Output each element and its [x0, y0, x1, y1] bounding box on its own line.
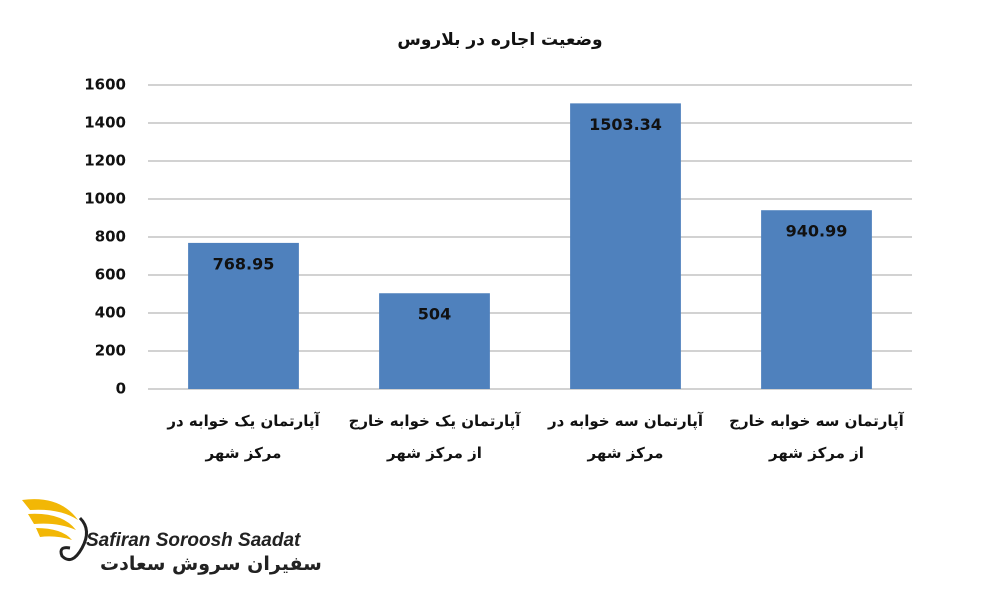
logo-icon [22, 499, 88, 562]
y-tick-label: 0 [116, 380, 126, 398]
bar [761, 210, 872, 389]
y-tick-label: 1200 [84, 152, 126, 170]
y-tick-label: 800 [95, 228, 126, 246]
y-tick-label: 1400 [84, 114, 126, 132]
x-tick-label: آپارتمان سه خوابه در مرکز شهر [547, 412, 704, 462]
bar [570, 103, 681, 389]
x-tick-label: آپارتمان یک خوابه خارج از مرکز شهر [348, 412, 521, 462]
bar [188, 242, 299, 389]
bar [379, 293, 490, 389]
value-label: 504 [418, 305, 451, 324]
x-tick-label: آپارتمان سه خوابه خارج از مرکز شهر [729, 412, 904, 462]
value-label: 1503.34 [589, 115, 662, 134]
chart-title: وضعیت اجاره در بلاروس [397, 30, 603, 50]
logo-persian: سفیران سروش سعادت [100, 553, 322, 575]
value-label: 940.99 [786, 222, 848, 241]
y-tick-label: 200 [95, 342, 126, 360]
value-label: 768.95 [213, 254, 275, 273]
logo-latin: Safiran Soroosh Saadat [86, 530, 301, 551]
y-tick-label: 1000 [84, 190, 126, 208]
y-tick-label: 1600 [84, 76, 126, 94]
y-tick-label: 600 [95, 266, 126, 284]
x-tick-label: آپارتمان یک خوابه در مرکز شهر [167, 412, 320, 462]
y-tick-label: 400 [95, 304, 126, 322]
